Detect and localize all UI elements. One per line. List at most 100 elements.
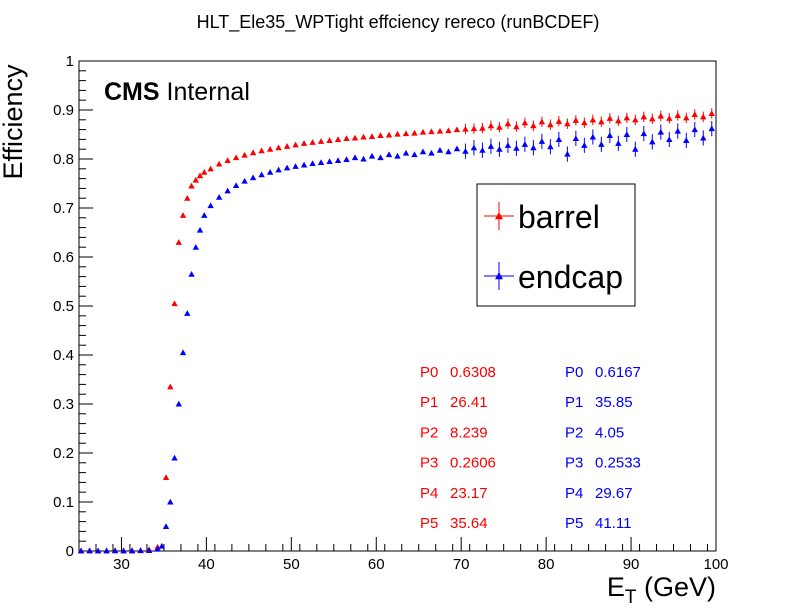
- y-axis-ticks: 0 0.1 0.2 0.3 0.4 0.5 0.6 0.7 0.8 0.9 1: [53, 53, 93, 560]
- param-name-barrel: P2: [420, 424, 438, 441]
- data-point: [402, 149, 410, 156]
- data-point: [196, 226, 204, 233]
- data-point: [691, 111, 698, 117]
- data-point: [326, 158, 333, 165]
- data-point: [555, 118, 563, 124]
- series-endcap: [77, 121, 715, 554]
- data-point: [666, 136, 673, 142]
- param-value-endcap: 35.85: [595, 394, 633, 411]
- data-point: [436, 146, 444, 153]
- param-name-endcap: P3: [565, 455, 583, 472]
- data-point: [309, 160, 316, 166]
- cms-annotation-text: Internal: [160, 78, 250, 106]
- data-point: [184, 195, 191, 201]
- data-point: [167, 498, 174, 505]
- data-point: [167, 383, 174, 390]
- data-point: [615, 140, 622, 146]
- y-tick-label: 0.8: [53, 151, 74, 168]
- param-value-barrel: 23.17: [450, 485, 488, 502]
- data-point: [145, 547, 153, 553]
- data-point: [232, 154, 240, 161]
- data-point: [175, 400, 182, 407]
- data-point: [158, 542, 166, 549]
- x-tick-label: 60: [368, 556, 385, 573]
- data-point: [649, 138, 656, 145]
- data-point: [196, 172, 204, 179]
- y-tick-label: 0.2: [53, 445, 74, 462]
- data-point: [547, 143, 554, 150]
- data-point: [674, 112, 681, 118]
- data-point: [224, 157, 231, 164]
- legend-item-barrel: barrel: [484, 199, 600, 235]
- param-value-endcap: 0.6167: [595, 364, 641, 381]
- data-point: [615, 117, 622, 124]
- data-point: [657, 128, 664, 135]
- param-name-endcap: P4: [565, 485, 583, 502]
- data-point: [241, 151, 248, 158]
- data-point: [192, 176, 199, 183]
- data-point: [207, 202, 214, 209]
- data-point: [266, 146, 274, 152]
- data-point: [385, 151, 393, 158]
- x-tick-label: 90: [623, 556, 640, 573]
- y-tick-label: 0: [66, 543, 74, 560]
- data-point: [300, 161, 308, 168]
- data-point: [419, 148, 427, 155]
- data-point: [283, 164, 291, 171]
- data-point: [598, 141, 605, 147]
- x-axis-label: ET (GeV): [607, 572, 716, 608]
- data-point: [666, 115, 673, 121]
- data-point: [598, 118, 605, 125]
- data-point: [94, 547, 102, 554]
- fit-parameters: P0 0.6308 P1 26.41 P2 8.239 P3 0.2606 P4 23.17 P5 3…: [420, 364, 641, 532]
- data-point: [309, 139, 316, 145]
- legend-marker: [495, 272, 503, 280]
- y-tick-label: 0.7: [53, 200, 74, 217]
- legend-label: endcap: [518, 259, 623, 295]
- x-axis-label-unit: (GeV): [636, 572, 716, 602]
- data-point: [462, 147, 469, 154]
- data-point: [606, 132, 614, 139]
- x-tick-label: 40: [198, 556, 215, 573]
- data-point: [241, 177, 248, 184]
- data-point: [402, 130, 410, 137]
- data-point: [479, 146, 486, 153]
- param-value-barrel: 8.239: [450, 424, 488, 441]
- data-point: [623, 114, 631, 121]
- data-point: [283, 143, 291, 149]
- param-value-barrel: 0.6308: [450, 364, 496, 381]
- data-point: [606, 115, 614, 121]
- data-point: [171, 300, 178, 307]
- x-axis-ticks: 30 40 50 60 70 80 90 100: [78, 537, 729, 573]
- data-point: [266, 169, 274, 175]
- y-tick-label: 0.1: [53, 494, 74, 511]
- data-point: [479, 124, 486, 131]
- data-point: [292, 163, 299, 169]
- data-point: [453, 145, 461, 152]
- y-tick-label: 0.3: [53, 396, 74, 413]
- y-tick-label: 0.6: [53, 249, 74, 266]
- data-point: [691, 126, 698, 133]
- data-point: [683, 114, 690, 121]
- data-point: [258, 147, 265, 154]
- data-point: [708, 110, 715, 116]
- data-point: [215, 160, 223, 167]
- data-point: [201, 212, 208, 218]
- param-value-endcap: 4.05: [595, 424, 624, 441]
- param-name-endcap: P0: [565, 364, 583, 381]
- data-point: [521, 141, 529, 147]
- data-point: [564, 150, 571, 157]
- data-point: [487, 143, 495, 149]
- data-point: [249, 174, 257, 181]
- y-tick-label: 0.4: [53, 347, 74, 364]
- data-point: [649, 115, 656, 122]
- data-point: [179, 349, 187, 356]
- x-tick-label: 70: [453, 556, 470, 573]
- data-point: [137, 547, 144, 554]
- data-point: [555, 136, 563, 142]
- data-point: [428, 128, 435, 135]
- data-point: [175, 239, 182, 245]
- data-point: [428, 149, 435, 156]
- data-point: [700, 113, 707, 120]
- data-point: [445, 148, 452, 155]
